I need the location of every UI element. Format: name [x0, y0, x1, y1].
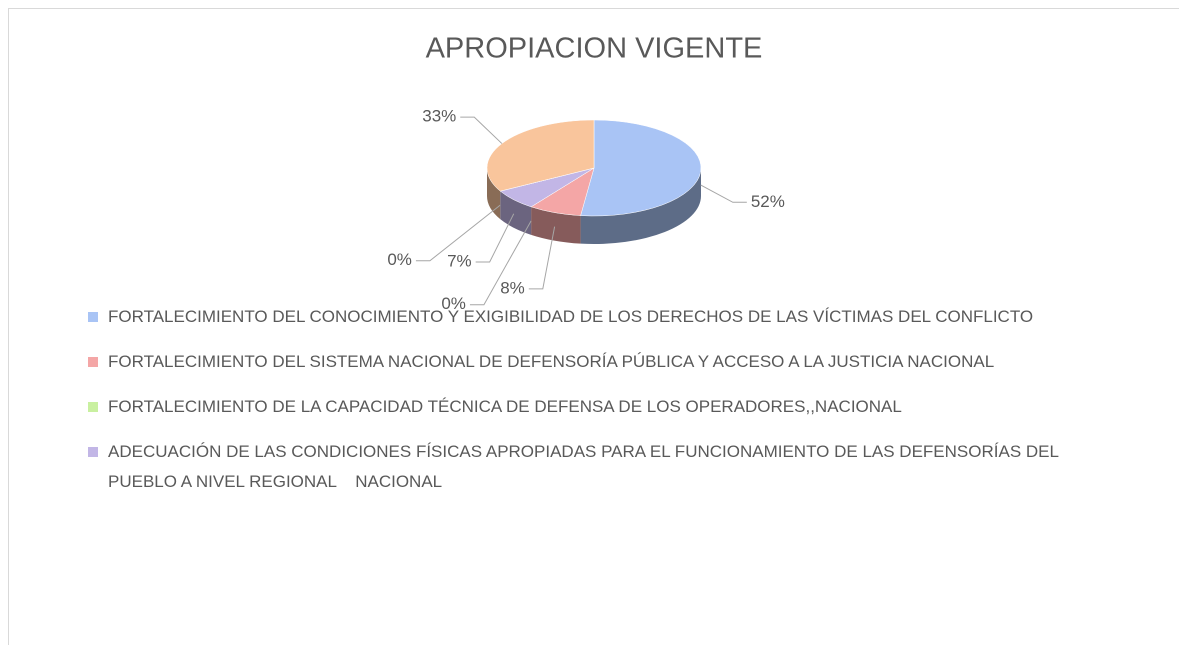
- data-label: 33%: [422, 107, 456, 126]
- slice-side: [487, 168, 501, 220]
- slice: [486, 119, 595, 192]
- legend-item: FORTALECIMIENTO DE LA CAPACIDAD TÉCNICA …: [88, 392, 1068, 422]
- data-label: 8%: [500, 278, 525, 297]
- data-label: 52%: [751, 192, 785, 211]
- legend-label: FORTALECIMIENTO DE LA CAPACIDAD TÉCNICA …: [108, 397, 902, 416]
- leader-line: [460, 116, 503, 144]
- data-label: 0%: [441, 294, 466, 313]
- legend-label: FORTALECIMIENTO DEL SISTEMA NACIONAL DE …: [108, 352, 995, 371]
- leader-line: [469, 220, 532, 306]
- slice-side: [500, 191, 532, 235]
- slice-side: [580, 168, 701, 244]
- legend-item: FORTALECIMIENTO DEL CONOCIMIENTO Y EXIGI…: [88, 302, 1068, 332]
- data-label: 0%: [387, 250, 412, 269]
- legend-item: FORTALECIMIENTO DEL SISTEMA NACIONAL DE …: [88, 347, 1068, 377]
- leader-line: [700, 184, 747, 203]
- chart-border: [8, 8, 1179, 645]
- leader-line: [415, 204, 501, 262]
- leader-line: [475, 213, 515, 263]
- chart-title: APROPIACION VIGENTE: [426, 33, 763, 65]
- legend-swatch: [88, 447, 98, 457]
- legend-item: ADECUACIÓN DE LAS CONDICIONES FÍSICAS AP…: [88, 437, 1068, 497]
- legend-swatch: [88, 402, 98, 412]
- data-label: 7%: [447, 252, 472, 271]
- legend-swatch: [88, 312, 98, 322]
- legend-label: FORTALECIMIENTO DEL CONOCIMIENTO Y EXIGI…: [108, 307, 1034, 326]
- legend-label: ADECUACIÓN DE LAS CONDICIONES FÍSICAS AP…: [108, 442, 1064, 491]
- slice-side: [531, 206, 581, 244]
- legend: FORTALECIMIENTO DEL CONOCIMIENTO Y EXIGI…: [88, 302, 1068, 512]
- slice: [580, 119, 702, 217]
- leader-line: [528, 226, 556, 290]
- legend-swatch: [88, 357, 98, 367]
